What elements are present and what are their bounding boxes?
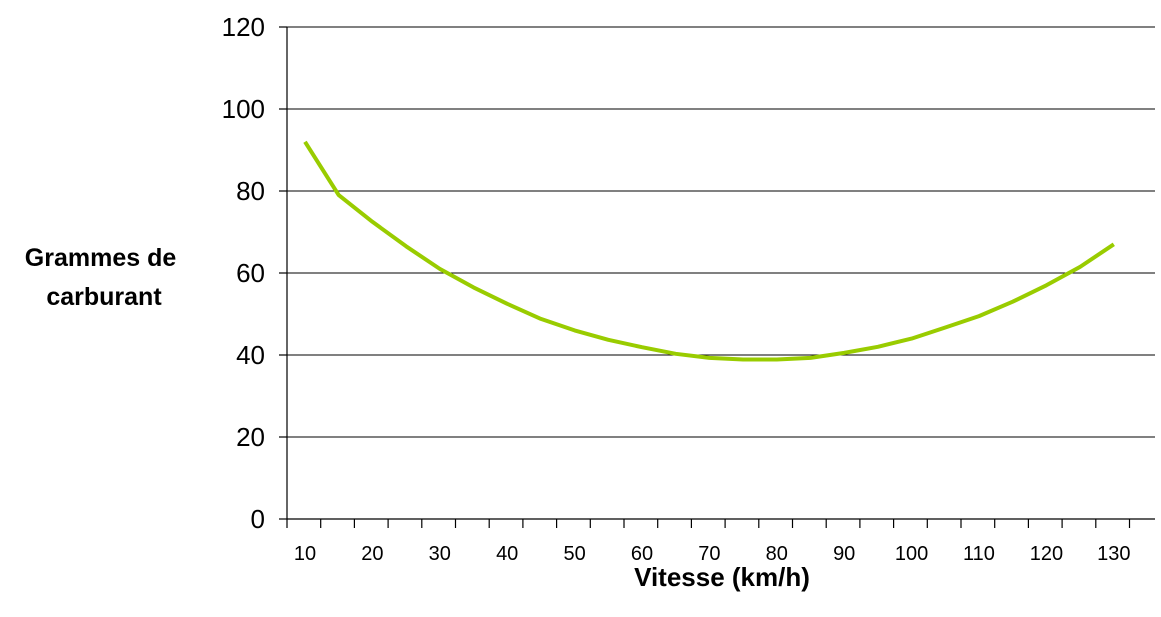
- x-tick-label-70: 70: [698, 543, 720, 565]
- y-tick-label-120: 120: [222, 12, 265, 42]
- x-tick-label-130: 130: [1097, 543, 1130, 565]
- x-tick-label-60: 60: [631, 543, 653, 565]
- y-tick-labels: 0 20 40 60 80 100 120: [222, 12, 287, 534]
- x-tick-label-20: 20: [361, 543, 383, 565]
- x-tick-labels: 10 20 30 40 50 60 70 80 90 100 110 120 130: [286, 519, 1130, 565]
- y-tick-label-40: 40: [236, 340, 265, 370]
- y-tick-label-80: 80: [236, 176, 265, 206]
- y-tick-label-100: 100: [222, 94, 265, 124]
- x-tick-label-100: 100: [895, 543, 928, 565]
- gridlines: [287, 26, 1155, 438]
- x-tick-label-90: 90: [833, 543, 855, 565]
- x-tick-label-110: 110: [963, 543, 995, 565]
- x-tick-label-10: 10: [294, 543, 316, 565]
- x-axis-title: Vitesse (km/h): [634, 562, 810, 592]
- y-axis-title-line-2: carburant: [46, 283, 162, 311]
- series-lines: [303, 140, 1115, 362]
- y-tick-label-0: 0: [251, 504, 265, 534]
- x-tick-label-40: 40: [496, 543, 518, 565]
- series-line-0: [303, 140, 1115, 362]
- x-tick-label-120: 120: [1030, 543, 1063, 565]
- y-tick-label-60: 60: [236, 258, 265, 288]
- y-axis-title: Grammes de carburant: [25, 244, 183, 311]
- x-tick-label-30: 30: [429, 543, 451, 565]
- x-tick-label-50: 50: [563, 543, 585, 565]
- y-tick-label-20: 20: [236, 422, 265, 452]
- x-tick-label-80: 80: [766, 543, 788, 565]
- y-axis-title-line-1: Grammes de: [25, 244, 177, 272]
